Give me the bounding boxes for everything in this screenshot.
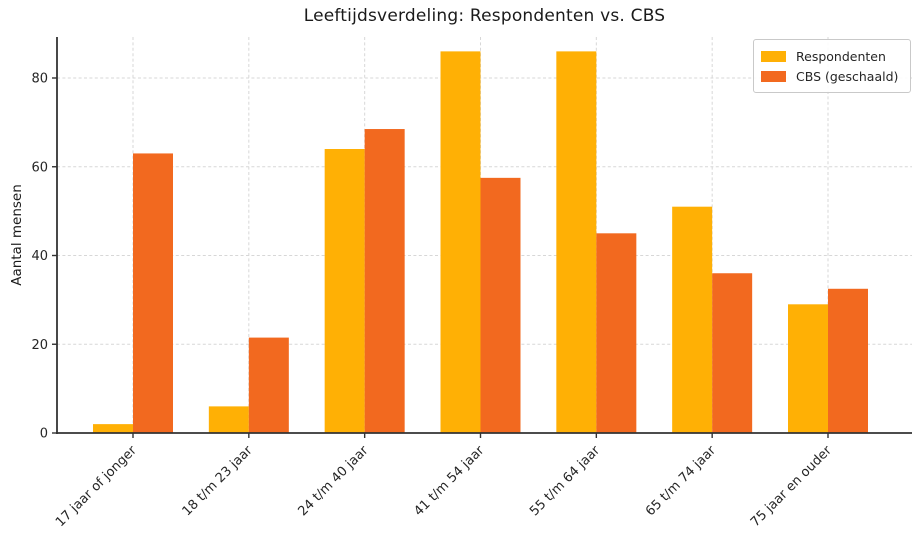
x-tick-label: 75 jaar en ouder [748,443,835,530]
bar-respondenten-4 [556,51,597,433]
legend: Respondenten CBS (geschaald) [753,39,911,93]
bar-cbs-geschaald-2 [364,129,405,433]
legend-label-respondenten: Respondenten [796,48,886,64]
bar-cbs-geschaald-6 [828,288,868,433]
x-tick-label: 17 jaar of jonger [53,443,140,530]
y-tick-label: 40 [31,249,48,264]
bar-respondenten-6 [788,304,828,433]
legend-swatch-cbs [761,70,786,82]
x-tick-label: 65 t/m 74 jaar [643,443,719,519]
bar-cbs-geschaald-1 [248,337,289,433]
legend-label-cbs: CBS (geschaald) [796,68,899,84]
bar-respondenten-0 [93,424,133,433]
bar-respondenten-1 [208,406,249,433]
bar-cbs-geschaald-4 [596,233,637,433]
x-tick-label: 55 t/m 64 jaar [527,443,603,519]
y-tick-label: 20 [31,338,48,353]
bar-respondenten-3 [440,51,481,433]
bar-respondenten-5 [672,206,713,433]
bar-cbs-geschaald-0 [133,153,173,433]
bar-cbs-geschaald-5 [712,273,753,433]
x-tick-label: 41 t/m 54 jaar [411,443,487,519]
y-tick-label: 0 [40,427,48,442]
chart-title: Leeftijdsverdeling: Respondenten vs. CBS [303,6,666,26]
y-tick-label: 60 [31,160,48,175]
legend-item-respondenten: Respondenten [761,46,902,66]
legend-item-cbs: CBS (geschaald) [761,66,902,86]
x-tick-label: 24 t/m 40 jaar [295,443,371,519]
bar-respondenten-2 [324,149,365,433]
legend-swatch-respondenten [761,50,786,62]
y-tick-label: 80 [31,72,48,87]
x-tick-label: 18 t/m 23 jaar [180,443,256,519]
bar-cbs-geschaald-3 [480,177,521,433]
